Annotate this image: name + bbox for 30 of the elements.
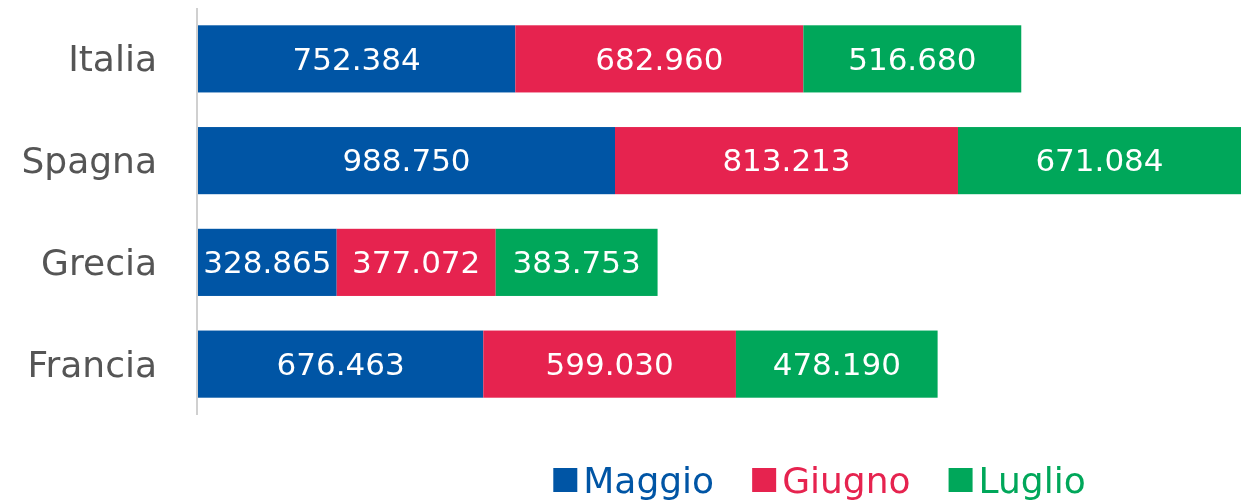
data-label: 377.072 — [352, 244, 481, 281]
legend-label: Luglio — [978, 459, 1086, 501]
data-label: 988.750 — [342, 142, 471, 179]
y-tick-label: Italia — [68, 38, 157, 80]
bar — [483, 330, 736, 398]
data-label: 671.084 — [1035, 142, 1164, 179]
data-label: 752.384 — [292, 40, 421, 77]
data-label: 478.190 — [772, 345, 901, 382]
data-label: 328.865 — [203, 244, 332, 281]
bar — [198, 127, 615, 195]
bar — [735, 330, 938, 398]
data-label: 383.753 — [512, 244, 641, 281]
y-tick-label: Francia — [27, 343, 157, 385]
legend-label: Maggio — [583, 459, 715, 501]
y-tick-label: Spagna — [21, 140, 157, 182]
data-label: 676.463 — [276, 345, 405, 382]
legend-label: Giugno — [782, 459, 911, 501]
bar — [336, 228, 496, 296]
y-tick-label: Grecia — [41, 241, 157, 283]
bar — [495, 228, 658, 296]
data-label: 516.680 — [848, 40, 977, 77]
bar — [198, 25, 516, 93]
data-label: 682.960 — [595, 40, 724, 77]
bar — [615, 127, 958, 195]
bar — [803, 25, 1022, 93]
data-label: 599.030 — [545, 345, 674, 382]
data-label: 813.213 — [722, 142, 851, 179]
bar — [515, 25, 804, 93]
bar — [198, 330, 484, 398]
bar — [957, 127, 1241, 195]
